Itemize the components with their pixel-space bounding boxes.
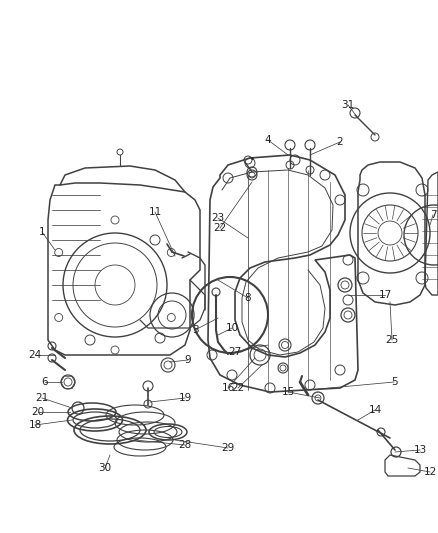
Text: 19: 19 [178, 393, 192, 403]
Text: 24: 24 [28, 350, 42, 360]
Text: 17: 17 [378, 290, 392, 300]
Text: 6: 6 [42, 377, 48, 387]
Text: 2: 2 [337, 137, 343, 147]
Text: 4: 4 [265, 135, 271, 145]
Text: 8: 8 [245, 293, 251, 303]
Text: 13: 13 [413, 445, 427, 455]
Text: 23: 23 [212, 213, 225, 223]
Text: 18: 18 [28, 420, 42, 430]
Text: 27: 27 [228, 347, 242, 357]
Text: 10: 10 [226, 323, 239, 333]
Text: 25: 25 [385, 335, 399, 345]
Text: 14: 14 [368, 405, 381, 415]
Text: 29: 29 [221, 443, 235, 453]
Text: 11: 11 [148, 207, 162, 217]
Text: 16: 16 [221, 383, 235, 393]
Text: 15: 15 [281, 387, 295, 397]
Text: 20: 20 [32, 407, 45, 417]
Text: 30: 30 [99, 463, 112, 473]
Text: 3: 3 [192, 325, 198, 335]
Text: 28: 28 [178, 440, 192, 450]
Text: 21: 21 [35, 393, 49, 403]
Text: 1: 1 [39, 227, 45, 237]
Text: •: • [250, 156, 254, 165]
Text: 7: 7 [430, 210, 436, 220]
Text: 5: 5 [391, 377, 397, 387]
Text: 31: 31 [341, 100, 355, 110]
Text: 22: 22 [213, 223, 226, 233]
Text: 22: 22 [231, 383, 245, 393]
Text: 12: 12 [424, 467, 437, 477]
Text: 9: 9 [185, 355, 191, 365]
